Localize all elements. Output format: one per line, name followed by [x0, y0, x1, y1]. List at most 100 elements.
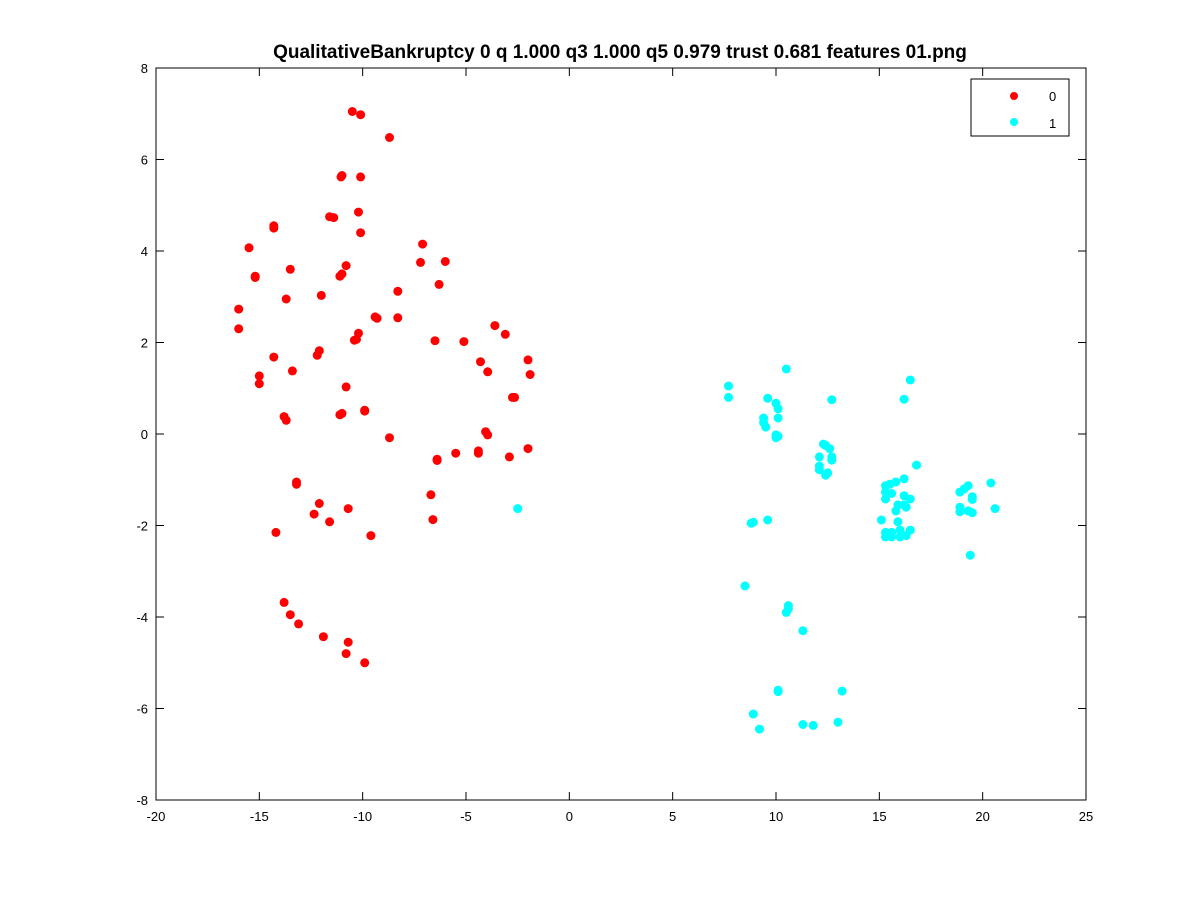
data-point-series-0	[234, 324, 244, 334]
data-point-series-0	[418, 239, 428, 249]
data-point-series-0	[254, 371, 264, 381]
data-point-series-0	[393, 313, 403, 323]
data-point-series-1	[899, 474, 909, 484]
data-point-series-1	[955, 507, 965, 517]
data-point-series-1	[967, 508, 977, 518]
data-point-series-0	[500, 329, 510, 339]
data-points	[234, 107, 1000, 734]
data-point-series-1	[912, 460, 921, 470]
data-point-series-0	[432, 456, 442, 465]
data-point-series-1	[827, 395, 837, 405]
data-point-series-1	[895, 525, 905, 535]
data-point-series-0	[385, 433, 394, 443]
data-point-series-0	[372, 313, 382, 323]
data-point-series-1	[755, 724, 764, 734]
data-point-series-0	[336, 172, 346, 182]
data-point-series-1	[967, 494, 977, 504]
data-point-series-1	[763, 393, 773, 403]
legend-marker-series-0	[1010, 92, 1018, 100]
data-point-series-0	[316, 290, 326, 300]
data-point-series-0	[343, 637, 353, 647]
y-tick-label: 4	[141, 244, 148, 259]
data-point-series-0	[354, 207, 363, 217]
data-point-series-1	[798, 720, 808, 729]
y-tick-label: -6	[136, 702, 148, 717]
x-tick-label: 10	[769, 809, 783, 824]
data-point-series-0	[309, 509, 319, 519]
data-point-series-1	[990, 504, 1000, 514]
y-tick-label: -8	[136, 793, 148, 808]
data-point-series-0	[360, 406, 370, 416]
data-point-series-0	[294, 619, 304, 629]
legend-box	[970, 78, 1070, 137]
data-point-series-1	[887, 489, 897, 498]
chart-title: QualitativeBankruptcy 0 q 1.000 q3 1.000…	[273, 42, 967, 63]
data-point-series-0	[244, 243, 254, 253]
x-tick-label: -15	[250, 809, 269, 824]
data-point-series-0	[428, 515, 438, 525]
data-point-series-0	[250, 273, 260, 282]
data-point-series-1	[899, 394, 909, 404]
data-point-series-1	[827, 455, 837, 465]
data-point-series-1	[513, 504, 523, 514]
data-point-series-1	[740, 581, 750, 591]
data-point-series-0	[451, 448, 461, 458]
data-point-series-1	[905, 494, 915, 504]
data-point-series-0	[269, 223, 279, 233]
data-point-series-1	[746, 518, 756, 528]
data-point-series-0	[318, 632, 328, 642]
data-point-series-1	[901, 502, 911, 512]
data-point-series-1	[781, 364, 791, 374]
data-point-series-1	[724, 392, 733, 402]
y-tick-label: 0	[141, 427, 148, 442]
data-point-series-0	[335, 271, 345, 281]
data-point-series-0	[312, 350, 322, 360]
data-point-series-1	[781, 607, 791, 617]
data-point-series-0	[459, 337, 469, 347]
data-point-series-0	[341, 261, 351, 271]
data-point-series-1	[821, 470, 831, 480]
data-point-series-0	[430, 336, 440, 346]
data-point-series-0	[287, 366, 297, 376]
data-point-series-0	[271, 527, 281, 537]
data-point-series-1	[876, 515, 886, 525]
x-tick-label: 15	[872, 809, 886, 824]
data-point-series-0	[366, 531, 376, 541]
data-point-series-0	[292, 479, 301, 489]
data-point-series-0	[279, 597, 289, 607]
data-point-series-1	[814, 452, 824, 462]
data-point-series-0	[329, 213, 339, 223]
data-point-series-0	[393, 286, 403, 296]
data-point-series-0	[281, 415, 291, 425]
y-tick-label: 8	[141, 61, 148, 76]
data-point-series-0	[504, 452, 514, 462]
data-point-series-0	[356, 172, 366, 182]
data-point-series-1	[891, 477, 901, 487]
x-tick-label: 0	[566, 809, 573, 824]
data-point-series-1	[986, 478, 996, 488]
data-point-series-0	[510, 392, 520, 402]
data-point-series-1	[955, 487, 965, 497]
data-point-series-0	[483, 367, 493, 377]
data-point-series-0	[314, 499, 324, 508]
data-point-series-0	[440, 257, 450, 266]
data-point-series-1	[771, 433, 781, 443]
x-tick-label: 20	[975, 809, 989, 824]
data-point-series-0	[523, 444, 533, 454]
data-point-series-1	[825, 444, 835, 454]
data-point-series-1	[837, 686, 847, 696]
data-point-series-1	[901, 531, 911, 541]
data-point-series-1	[808, 720, 818, 730]
plot-area-frame	[155, 67, 1087, 801]
data-point-series-0	[523, 355, 533, 365]
data-point-series-1	[905, 375, 915, 385]
data-point-series-0	[483, 430, 493, 440]
data-point-series-1	[814, 465, 824, 475]
data-point-series-1	[748, 709, 758, 719]
x-tick-label: 25	[1079, 809, 1093, 824]
data-point-series-0	[325, 517, 335, 527]
data-point-series-0	[341, 382, 351, 392]
y-tick-label: -2	[136, 519, 148, 534]
data-point-series-1	[724, 381, 733, 391]
